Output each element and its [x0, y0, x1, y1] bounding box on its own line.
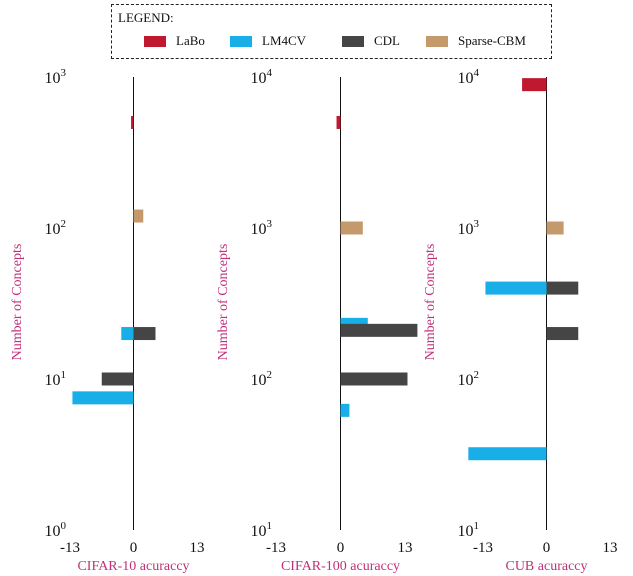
y-tick-label: 102: [458, 369, 480, 389]
x-axis-label: CIFAR-100 acuraccy: [281, 559, 400, 574]
legend-swatch-lm4cv: [230, 36, 252, 47]
legend-label-cdl: CDL: [374, 33, 400, 48]
bar-labo: [522, 78, 547, 92]
bar-lm4cv: [121, 327, 134, 341]
y-tick-label: 102: [45, 218, 67, 238]
y-tick-label: 102: [251, 369, 273, 389]
y-axis-label: Number of Concepts: [216, 244, 231, 361]
x-tick-label: 0: [130, 540, 138, 556]
y-axis-label: Number of Concepts: [423, 244, 438, 361]
bar-labo: [336, 115, 341, 129]
chart-panel-2: 101 102 103 104 -13 0 13 CIFAR-100 acuraccy Numb…: [216, 67, 418, 574]
y-tick-label: 103: [45, 67, 67, 87]
bar-cdl: [546, 327, 579, 341]
chart-panel-3: 101 102 103 104 -13 0 13 CUB acuraccy Number of …: [423, 67, 618, 574]
bar-cdl: [340, 372, 408, 386]
y-tick-label: 101: [458, 520, 480, 540]
legend-label-lm4cv: LM4CV: [262, 33, 307, 48]
bar-lm4cv: [468, 447, 547, 461]
bar-cdl: [546, 281, 579, 295]
bar-sparse-cbm: [133, 209, 144, 223]
y-tick-label: 104: [251, 67, 273, 87]
bar-lm4cv: [72, 391, 134, 405]
x-tick-label: 13: [190, 540, 205, 556]
y-tick-label: 101: [45, 369, 67, 389]
bar-sparse-cbm: [546, 221, 564, 235]
x-axis-label: CUB acuraccy: [505, 559, 587, 574]
x-axis-label: CIFAR-10 acuraccy: [77, 559, 189, 574]
legend-swatch-cdl: [342, 36, 364, 47]
x-tick-label: 13: [603, 540, 618, 556]
legend-swatch-sparse-cbm: [426, 36, 448, 47]
x-tick-label: 0: [337, 540, 345, 556]
y-axis-label: Number of Concepts: [10, 244, 25, 361]
legend-swatch-labo: [144, 36, 166, 47]
bar-cdl: [101, 372, 134, 386]
x-tick-label: -13: [473, 540, 493, 556]
x-tick-label: -13: [60, 540, 80, 556]
bar-cdl: [133, 327, 156, 341]
y-tick-label: 103: [458, 218, 480, 238]
x-tick-label: 0: [543, 540, 551, 556]
bar-labo: [131, 115, 134, 129]
bar-lm4cv: [340, 403, 350, 417]
bar-lm4cv: [485, 281, 547, 295]
bar-cdl: [340, 323, 418, 337]
legend-title: LEGEND:: [118, 10, 174, 25]
legend-box: LEGEND: LaBo LM4CV CDL Sparse-CBM: [111, 4, 552, 59]
y-tick-label: 100: [45, 520, 67, 540]
legend-label-labo: LaBo: [176, 33, 205, 48]
y-tick-label: 101: [251, 520, 273, 540]
y-tick-label: 103: [251, 218, 273, 238]
legend-label-sparse-cbm: Sparse-CBM: [458, 33, 526, 48]
y-tick-label: 104: [458, 67, 480, 87]
x-tick-label: -13: [266, 540, 286, 556]
x-tick-label: 13: [398, 540, 413, 556]
bar-sparse-cbm: [340, 221, 363, 235]
